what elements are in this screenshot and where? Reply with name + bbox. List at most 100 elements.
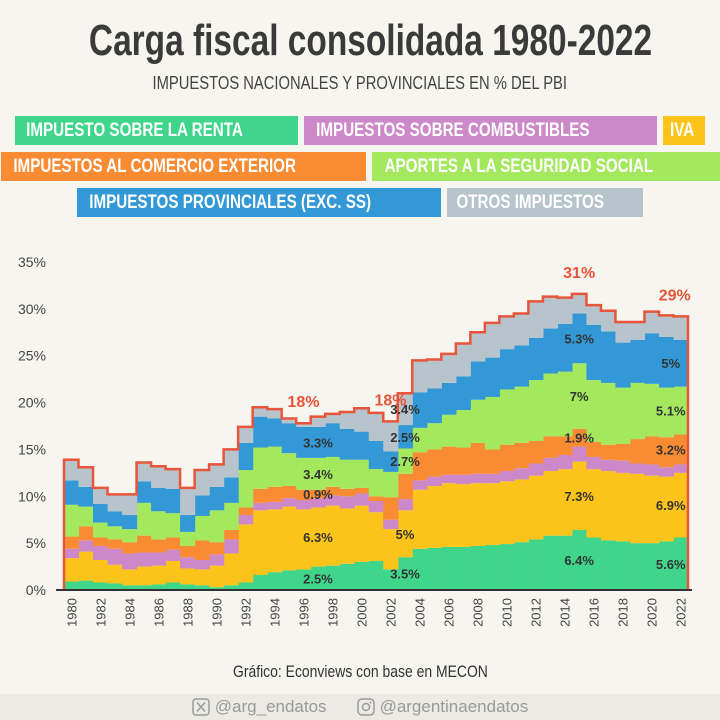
area-step-3	[93, 537, 109, 546]
area-step-6	[615, 321, 631, 343]
area-step-2	[557, 455, 573, 470]
area-step-6	[600, 310, 617, 332]
area-step-4	[252, 447, 268, 489]
area-step-6	[310, 416, 326, 427]
area-step-3	[499, 444, 515, 471]
chart-subtitle: IMPUESTOS NACIONALES Y PROVINCIALES EN %…	[152, 73, 568, 93]
area-step-4	[310, 457, 326, 490]
y-tick-label: 35%	[18, 254, 46, 270]
area-step-1	[615, 472, 631, 542]
area-step-1	[325, 505, 341, 566]
area-step-1	[397, 510, 413, 558]
area-step-1	[513, 479, 529, 543]
area-step-2	[528, 463, 544, 476]
segment-label: 3.4%	[303, 467, 333, 482]
area-step-1	[600, 470, 617, 541]
area-step-2	[441, 474, 457, 484]
area-step-0	[513, 542, 529, 590]
area-step-6	[180, 487, 196, 516]
area-step-0	[383, 569, 399, 590]
area-step-6	[455, 343, 471, 377]
area-step-2	[310, 498, 326, 508]
area-step-4	[542, 373, 558, 437]
area-step-3	[644, 436, 660, 465]
area-step-5	[209, 486, 225, 511]
area-step-0	[78, 580, 94, 590]
area-step-0	[542, 535, 558, 590]
segment-label: 3.2%	[656, 442, 686, 457]
legend-item: IMPUESTOS PROVINCIALES (EXC. SS)	[76, 188, 441, 217]
area-step-1	[93, 560, 109, 583]
x-tick-label: 2000	[354, 598, 369, 627]
area-step-2	[151, 552, 167, 566]
area-step-6	[354, 408, 370, 432]
area-step-3	[586, 441, 602, 457]
area-step-1	[339, 508, 355, 564]
area-step-5	[310, 426, 326, 458]
area-step-0	[136, 585, 152, 590]
area-step-1	[470, 483, 486, 546]
area-step-5	[455, 376, 471, 411]
area-step-0	[64, 581, 80, 590]
area-step-0	[339, 563, 355, 590]
area-step-2	[354, 493, 370, 506]
legend-item: IMPUESTOS AL COMERCIO EXTERIOR	[0, 152, 366, 181]
area-step-1	[180, 568, 196, 585]
x-tick-label: 1988	[180, 598, 195, 627]
area-step-4	[615, 387, 631, 444]
x-tick-label: 1980	[64, 598, 79, 627]
twitter-handle[interactable]: @arg_endatos	[192, 697, 327, 717]
area-step-1	[194, 569, 210, 586]
area-step-3	[426, 449, 442, 477]
area-step-6	[542, 296, 558, 329]
area-step-2	[571, 446, 588, 462]
segment-label: 2.5%	[303, 571, 333, 586]
area-step-5	[484, 357, 500, 397]
area-step-4	[499, 389, 515, 445]
area-step-3	[513, 442, 529, 469]
instagram-handle[interactable]: @argentinaendatos	[356, 697, 528, 717]
area-step-6	[673, 316, 689, 340]
area-step-1	[296, 509, 312, 570]
area-step-5	[383, 451, 399, 472]
area-step-5	[470, 361, 486, 400]
area-step-4	[658, 387, 675, 438]
area-step-1	[136, 566, 152, 586]
area-step-1	[571, 461, 588, 531]
area-step-2	[397, 499, 413, 511]
area-step-4	[368, 469, 384, 497]
area-step-3	[571, 428, 588, 447]
segment-label: 6.9%	[656, 498, 686, 513]
area-step-4	[354, 459, 370, 488]
area-step-6	[194, 470, 210, 496]
area-step-5	[441, 382, 457, 415]
area-step-1	[310, 507, 326, 567]
segment-label: 6.3%	[303, 530, 333, 545]
area-step-1	[151, 565, 167, 585]
x-tick-label: 2012	[529, 598, 544, 627]
area-step-2	[368, 500, 384, 513]
x-tick-label: 2006	[442, 598, 457, 627]
area-step-5	[107, 511, 123, 527]
area-step-1	[78, 551, 94, 581]
area-step-3	[209, 542, 225, 555]
area-step-1	[644, 475, 660, 544]
area-step-3	[122, 542, 138, 554]
segment-label: 5%	[396, 527, 415, 542]
area-step-1	[629, 473, 646, 544]
area-step-4	[223, 502, 239, 531]
area-step-1	[223, 553, 239, 586]
area-step-3	[180, 545, 196, 558]
area-step-6	[281, 418, 297, 424]
area-step-0	[557, 535, 573, 590]
area-step-1	[107, 564, 123, 584]
footer: @arg_endatos @argentinaendatos	[0, 694, 720, 720]
area-step-3	[397, 473, 413, 500]
segment-label: 1.9%	[564, 431, 594, 446]
area-step-5	[122, 515, 138, 530]
area-step-5	[644, 333, 660, 384]
area-step-0	[310, 566, 326, 590]
area-step-4	[513, 386, 529, 443]
area-step-2	[122, 553, 138, 570]
x-twitter-icon	[192, 698, 210, 716]
